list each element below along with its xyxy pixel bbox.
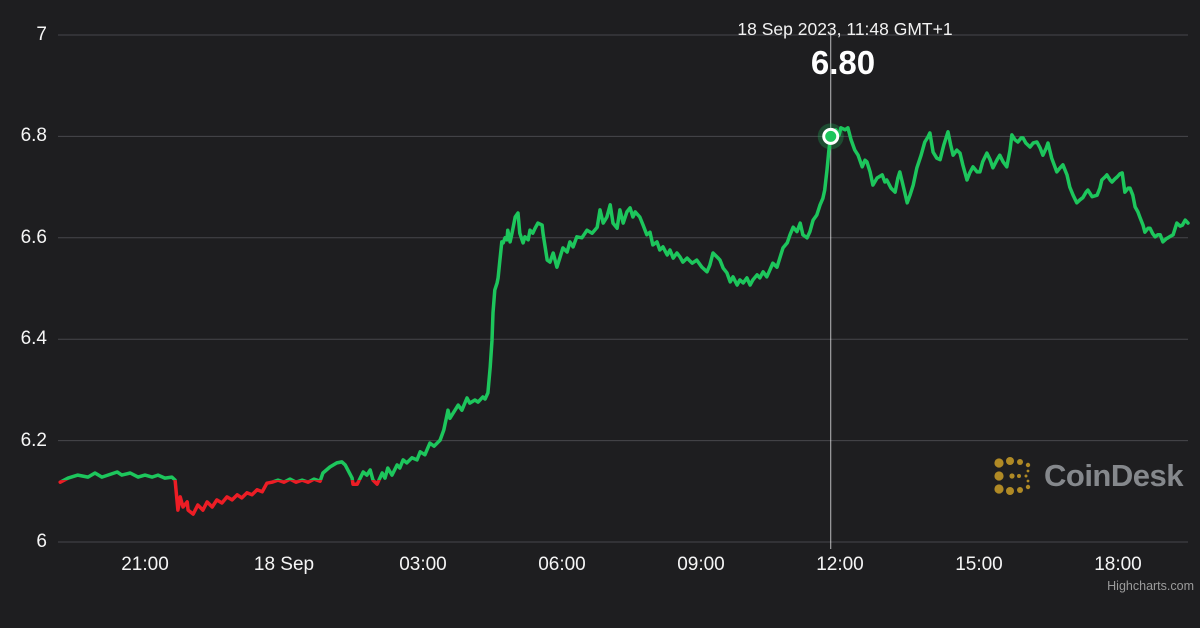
x-axis-label: 06:00 [538, 554, 586, 575]
coindesk-watermark: CoinDesk [991, 452, 1183, 500]
x-axis-label: 21:00 [121, 554, 169, 575]
tooltip-timestamp: 18 Sep 2023, 11:48 GMT+1 [737, 19, 953, 39]
y-axis-label: 6.2 [20, 429, 47, 451]
x-axis-label: 18 Sep [253, 554, 315, 575]
y-axis-label: 7 [36, 24, 47, 45]
coindesk-logo-text: CoinDesk [1044, 458, 1183, 493]
selected-point-marker[interactable] [822, 127, 840, 145]
x-axis-label: 03:00 [399, 554, 447, 575]
y-axis-label: 6.8 [20, 125, 47, 147]
highcharts-credit-link[interactable]: Highcharts.com [1107, 579, 1194, 593]
coindesk-logo-icon [994, 457, 1031, 495]
price-line-up-segment [60, 126, 1190, 481]
x-axis-label: 09:00 [677, 554, 725, 575]
y-axis-label: 6 [36, 531, 47, 552]
x-axis-label: 12:00 [816, 554, 864, 575]
horizontal-gridlines [58, 34, 1188, 543]
price-line-down-segment [58, 480, 381, 516]
tooltip-price-value: 6.80 [810, 44, 876, 81]
y-axis-label: 6.6 [20, 226, 47, 248]
y-axis-label: 6.4 [20, 328, 47, 350]
x-axis-label: 15:00 [955, 554, 1003, 575]
x-axis-label: 18:00 [1094, 554, 1142, 575]
